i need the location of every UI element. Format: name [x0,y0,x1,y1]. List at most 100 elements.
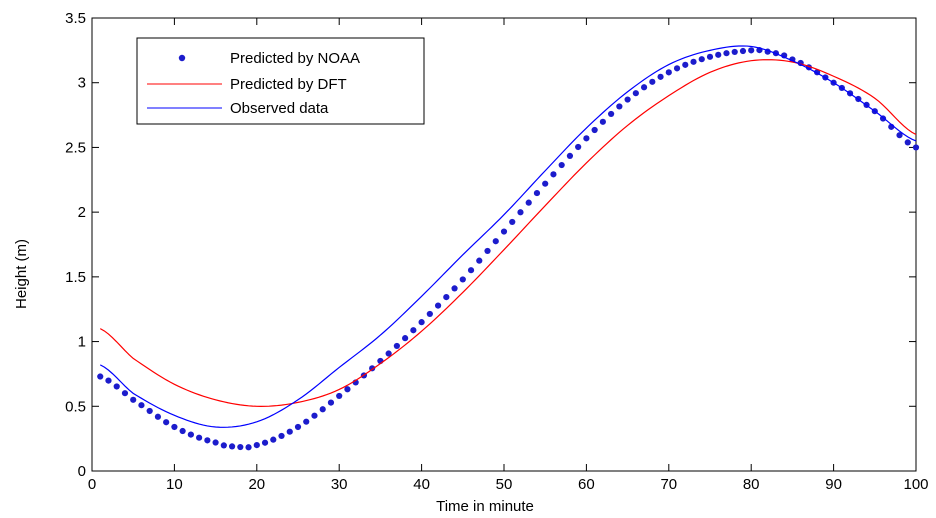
data-point [632,90,639,97]
data-point [640,84,648,91]
data-point [385,350,392,357]
series-line-2 [99,45,917,428]
data-point [212,439,219,446]
y-tick-label: 3 [78,75,86,92]
data-point [196,434,203,441]
data-point [434,302,442,309]
data-point [121,390,129,397]
x-tick-label: 70 [660,476,677,493]
data-point [270,436,277,443]
data-point [327,399,335,406]
data-point [575,143,582,151]
data-point [228,443,236,450]
y-tick-label: 0.5 [65,398,86,415]
data-point [253,442,260,449]
data-point [748,47,755,54]
data-point [451,285,458,292]
data-point [649,78,656,85]
data-point [154,413,162,420]
data-point [393,342,400,350]
data-point [665,69,672,76]
data-point [682,61,689,68]
data-point [558,161,565,169]
axis-ticks: 0 10 20 30 40 50 60 70 80 90 100 0 0.5 1 1.5 2 2.5 3 3.5 [65,10,928,493]
y-tick-label: 1 [78,334,86,351]
legend-label-observed: Observed data [230,100,329,117]
data-point [163,419,170,426]
x-tick-label: 80 [743,476,760,493]
data-point [706,53,714,60]
data-point [130,396,137,403]
data-point [566,152,574,159]
data-point [179,427,186,435]
data-point [245,444,252,451]
data-point [105,377,112,384]
data-point [739,47,747,55]
x-tick-label: 60 [578,476,595,493]
data-point [599,118,606,125]
x-tick-label: 50 [496,476,513,493]
data-point [583,135,590,142]
data-point [904,139,911,146]
data-point [500,228,508,235]
x-tick-label: 20 [248,476,265,493]
data-point [336,392,343,400]
data-point [467,267,475,274]
data-point [912,144,920,151]
data-point [97,373,104,380]
y-tick-label: 1.5 [65,269,86,286]
data-point [443,293,450,301]
y-tick-label: 2.5 [65,139,86,156]
data-point [459,276,466,283]
data-point [608,110,615,118]
series-layer [97,45,920,451]
x-tick-label: 90 [825,476,842,493]
legend-label-dft: Predicted by DFT [230,76,347,93]
data-point [187,431,194,438]
data-point [402,335,409,342]
data-point [591,126,598,134]
data-point [220,442,227,449]
data-point [344,386,351,393]
data-point [286,428,293,435]
data-point [533,189,541,197]
x-tick-label: 40 [413,476,430,493]
data-point [492,238,499,245]
data-point [171,423,178,431]
legend-label-noaa: Predicted by NOAA [230,50,360,67]
data-point [616,103,623,110]
data-point [673,65,681,72]
data-point [294,423,302,431]
data-point [715,51,722,58]
data-point [311,412,318,419]
data-point [237,443,244,451]
data-point [426,310,433,318]
y-tick-label: 3.5 [65,10,86,27]
data-point [146,407,153,415]
x-tick-label: 30 [331,476,348,493]
data-point [303,418,310,425]
legend-marker-noaa [178,54,186,62]
y-tick-label: 2 [78,204,86,221]
data-point [278,432,285,440]
data-point [624,96,631,103]
y-tick-label: 0 [78,463,86,480]
data-point [138,402,145,409]
data-point [698,56,705,63]
data-point [319,406,326,413]
data-point [410,327,417,334]
data-point [204,437,211,444]
y-axis-label: Height (m) [13,239,30,309]
data-point [657,73,664,80]
x-tick-label: 0 [88,476,96,493]
data-point [690,58,697,65]
data-point [723,50,730,57]
series-line-1 [99,59,917,407]
legend-box [136,37,425,125]
x-tick-label: 100 [903,476,928,493]
data-point [550,171,557,178]
data-point [113,383,120,390]
data-point [509,218,516,226]
data-point [731,48,738,56]
